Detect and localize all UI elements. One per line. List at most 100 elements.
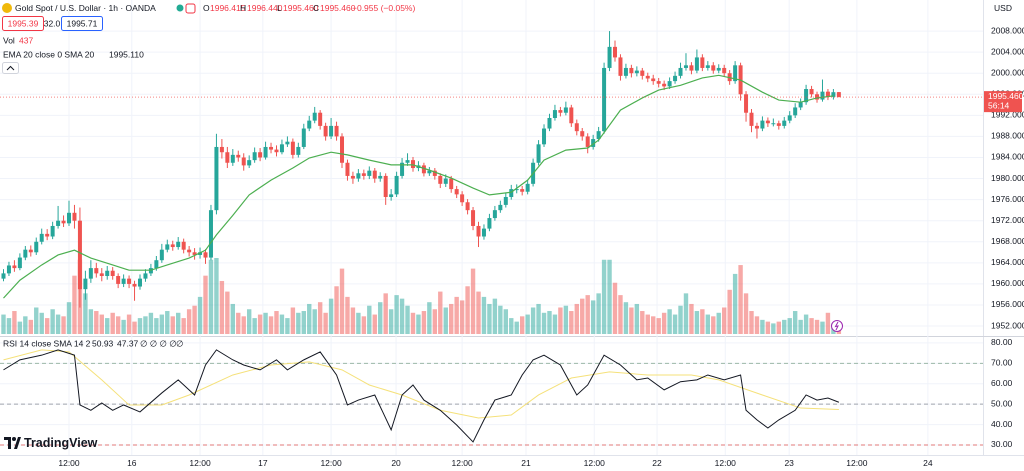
- volume-bar: [257, 314, 263, 334]
- candle-body: [301, 128, 306, 147]
- x-tick-label: 22: [652, 458, 662, 468]
- volume-bar: [776, 321, 781, 334]
- volume-bar: [181, 318, 186, 334]
- volume-bar: [552, 314, 558, 334]
- brand-glyph: [4, 437, 21, 449]
- ema-legend-value: 1995.110: [109, 49, 144, 59]
- y-tick-label: 1972.000: [991, 215, 1024, 225]
- volume-bar: [378, 302, 383, 334]
- volume-bar: [798, 319, 803, 334]
- volume-bar: [689, 303, 694, 334]
- last-price-label: 1995.460: [988, 91, 1024, 101]
- candle-body: [820, 91, 825, 100]
- volume-bar: [590, 300, 596, 334]
- candle-body: [754, 125, 759, 129]
- volume-bar: [121, 319, 126, 334]
- volume-bar: [394, 295, 399, 334]
- sell-button[interactable]: [2, 16, 44, 31]
- volume-bar: [678, 305, 683, 334]
- volume-bar: [356, 312, 361, 334]
- buy-button[interactable]: [61, 16, 103, 31]
- candle-body: [498, 204, 503, 211]
- volume-bar: [28, 319, 33, 334]
- candle-body: [105, 270, 110, 277]
- candle-body: [39, 233, 44, 242]
- collapse-button[interactable]: [2, 62, 19, 74]
- candle-body: [67, 212, 72, 224]
- volume-bar: [700, 309, 705, 334]
- y-tick-label: 1956.000: [991, 299, 1024, 309]
- candle-body: [225, 152, 230, 163]
- volume-bar: [296, 312, 301, 334]
- candle-body: [361, 173, 366, 176]
- volume-bar: [705, 314, 711, 334]
- volume-bar: [61, 316, 66, 334]
- candle-body: [825, 91, 830, 97]
- candle-body: [72, 212, 77, 221]
- volume-bar: [661, 312, 667, 334]
- candle-body: [569, 107, 574, 124]
- volume-bar: [743, 293, 749, 334]
- volume-bar: [268, 316, 274, 334]
- candle-body: [159, 249, 164, 261]
- candle-body: [187, 249, 192, 253]
- volume-bar: [820, 321, 825, 334]
- candle-body: [591, 139, 596, 147]
- rsi-tick-label: 70.00: [991, 358, 1013, 368]
- volume-bar: [44, 318, 50, 334]
- volume-bar: [99, 314, 104, 334]
- volume-bar: [574, 303, 579, 334]
- x-tick-label: 12:00: [715, 458, 737, 468]
- candle-body: [94, 268, 99, 274]
- candle-body: [192, 252, 197, 255]
- candle-body: [389, 194, 394, 197]
- volume-bar: [514, 321, 519, 334]
- volume-bar: [787, 318, 792, 334]
- candle-body: [804, 89, 809, 103]
- volume-bar: [716, 312, 721, 334]
- candle-body: [602, 67, 607, 132]
- volume-bar: [399, 298, 405, 334]
- bid[interactable]: 1995.39: [8, 18, 39, 28]
- volume-bar: [410, 312, 416, 334]
- candle-body: [520, 189, 525, 192]
- y-tick-label: 2000.000: [991, 67, 1024, 77]
- volume-bar: [301, 311, 306, 334]
- x-tick-label: 12:00: [584, 458, 606, 468]
- y-tick-label: 1952.000: [991, 320, 1024, 330]
- volume-bar: [55, 314, 61, 334]
- volume-bar: [727, 289, 732, 334]
- ask[interactable]: 1995.71: [67, 18, 98, 28]
- volume-bar: [809, 318, 814, 334]
- candle-body: [454, 189, 459, 195]
- candle-body: [542, 128, 547, 145]
- volume-bar: [563, 305, 569, 334]
- symbol-title[interactable]: Gold Spot / U.S. Dollar · 1h · OANDA: [15, 3, 156, 13]
- candle-body: [656, 81, 661, 84]
- candle-body: [12, 265, 17, 269]
- candle-body: [438, 175, 443, 184]
- volume-bar: [749, 311, 754, 334]
- candle-body: [121, 278, 126, 284]
- rsi-legend-extras: ∅ ∅ ∅ ∅: [140, 338, 177, 348]
- volume-bar: [405, 305, 410, 334]
- candle-body: [449, 178, 454, 190]
- volume-bar: [34, 307, 39, 334]
- flag-icon[interactable]: [185, 3, 196, 14]
- volume-bar: [427, 302, 432, 334]
- candle-body: [733, 65, 738, 82]
- last-price-tag: [984, 91, 1022, 113]
- volume-bar: [328, 298, 334, 334]
- volume-bar: [536, 303, 541, 334]
- x-tick-label: 12:00: [320, 458, 342, 468]
- candle-body: [340, 136, 345, 163]
- volume-bar: [541, 312, 547, 334]
- grid: [0, 0, 983, 455]
- alert-bolt: [834, 321, 839, 331]
- x-tick-label: 20: [391, 458, 401, 468]
- candle-body: [596, 131, 601, 140]
- candle-body: [487, 218, 492, 229]
- currency[interactable]: USD: [994, 3, 1012, 13]
- candle-body: [252, 152, 257, 161]
